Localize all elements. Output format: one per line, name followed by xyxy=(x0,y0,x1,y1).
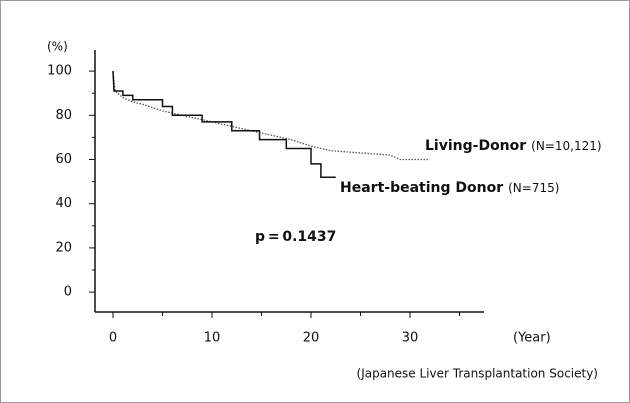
y-tick-label: 60 xyxy=(55,152,72,167)
y-tick-label: 40 xyxy=(55,196,72,211)
legend-note: (N=715) xyxy=(508,181,559,195)
x-tick-label: 30 xyxy=(402,331,419,346)
y-tick-label: 100 xyxy=(47,64,72,79)
annotation: p = 0.1437 xyxy=(255,229,336,245)
y-tick-label: 80 xyxy=(55,108,72,123)
source: (Japanese Liver Transplantation Society) xyxy=(357,367,598,381)
legend-note: (N=10,121) xyxy=(531,139,601,153)
x-tick-label: 20 xyxy=(303,331,320,346)
series-line xyxy=(112,71,336,178)
legend-label: Living-Donor (N=10,121) xyxy=(425,138,602,154)
legend-name: Heart-beating Donor xyxy=(340,180,503,196)
x-unit: (Year) xyxy=(513,331,551,346)
y-tick-label: 0 xyxy=(64,285,72,300)
x-tick-label: 0 xyxy=(109,331,117,346)
y-tick-label: 20 xyxy=(55,240,72,255)
y-unit: (%) xyxy=(47,40,68,54)
legend-label: Heart-beating Donor (N=715) xyxy=(340,180,559,196)
x-tick-label: 10 xyxy=(204,331,221,346)
legend-name: Living-Donor xyxy=(425,138,526,154)
